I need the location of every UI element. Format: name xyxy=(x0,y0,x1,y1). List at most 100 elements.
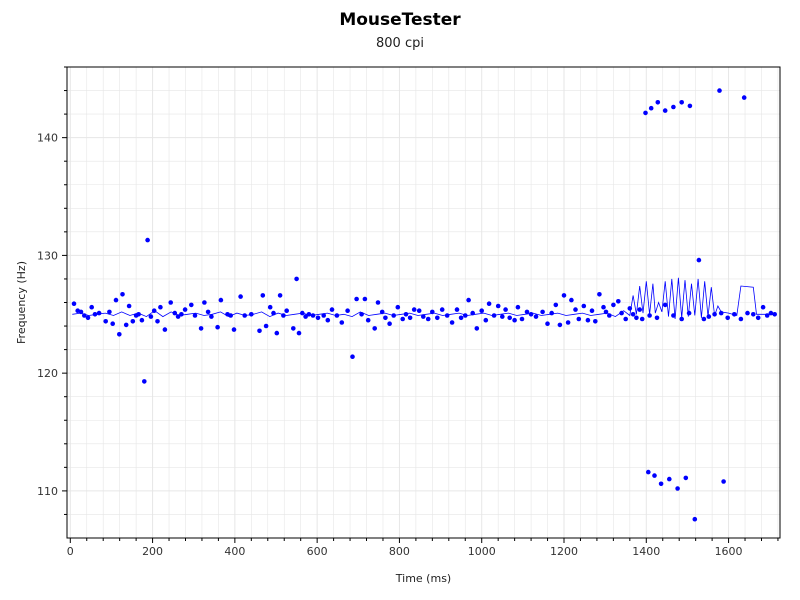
data-point xyxy=(198,326,204,331)
data-point xyxy=(281,313,286,318)
data-point xyxy=(458,315,464,321)
gridlines xyxy=(67,66,780,538)
data-point xyxy=(249,312,254,317)
data-point xyxy=(85,315,91,321)
data-point xyxy=(528,312,534,317)
data-point xyxy=(107,309,112,315)
data-point xyxy=(692,516,698,522)
data-point xyxy=(576,316,582,322)
x-axis: 0 200 400 600 800 1000 1200 1400 1600 xyxy=(67,538,779,558)
data-point xyxy=(400,316,406,322)
data-point xyxy=(675,486,680,491)
data-point xyxy=(507,315,512,321)
series-line-path xyxy=(72,277,776,320)
data-point xyxy=(686,310,692,316)
data-point xyxy=(654,315,660,321)
data-point xyxy=(738,316,744,322)
data-point xyxy=(267,304,273,310)
data-point xyxy=(671,104,676,110)
data-point xyxy=(519,316,525,322)
data-point xyxy=(325,317,331,323)
data-point xyxy=(486,301,492,307)
chart-subtitle: 800 cpi xyxy=(376,36,424,51)
data-point xyxy=(151,308,157,314)
data-point xyxy=(306,312,312,317)
data-point xyxy=(350,354,355,360)
data-point xyxy=(603,309,609,315)
data-point xyxy=(569,297,574,303)
data-point xyxy=(721,479,726,484)
data-point xyxy=(646,469,651,475)
data-point xyxy=(218,297,224,303)
data-point xyxy=(123,322,129,328)
x-tick-label: 1400 xyxy=(632,545,660,558)
data-point xyxy=(679,100,684,105)
data-point xyxy=(637,307,642,312)
data-point xyxy=(103,319,108,324)
data-point xyxy=(395,304,401,310)
y-tick-label: 130 xyxy=(37,249,58,262)
data-point xyxy=(110,321,115,327)
data-point xyxy=(683,475,689,481)
data-point xyxy=(175,314,181,319)
data-point xyxy=(545,321,550,327)
data-point xyxy=(425,316,431,322)
data-point xyxy=(701,316,707,322)
data-point xyxy=(339,320,345,325)
series-line xyxy=(72,277,776,320)
data-point xyxy=(764,313,770,318)
data-point xyxy=(643,110,648,116)
data-point xyxy=(359,312,364,317)
data-point xyxy=(581,303,587,309)
data-point xyxy=(751,312,756,317)
data-point xyxy=(411,307,417,312)
data-point xyxy=(718,310,724,316)
data-point xyxy=(491,313,497,318)
data-point xyxy=(772,312,777,317)
data-point xyxy=(585,317,591,323)
data-point xyxy=(416,308,422,314)
data-point xyxy=(454,307,460,312)
data-point xyxy=(126,303,132,309)
data-point xyxy=(231,327,237,332)
data-point xyxy=(439,307,445,312)
data-point xyxy=(120,292,125,297)
data-point xyxy=(274,330,280,336)
data-point xyxy=(466,297,471,303)
data-point xyxy=(503,307,508,312)
series-points xyxy=(71,88,777,522)
data-point xyxy=(89,304,94,310)
data-point xyxy=(647,313,652,318)
data-point xyxy=(611,302,616,308)
x-tick-label: 1000 xyxy=(468,545,496,558)
data-point xyxy=(512,317,517,323)
data-point xyxy=(760,304,766,310)
y-tick-label: 140 xyxy=(37,132,58,145)
data-point xyxy=(755,315,761,321)
data-point xyxy=(648,105,654,111)
data-point xyxy=(263,323,269,329)
data-point xyxy=(387,321,392,327)
data-point xyxy=(168,300,173,305)
chart-title: MouseTester xyxy=(339,10,461,30)
data-point xyxy=(130,319,136,324)
data-point xyxy=(444,313,450,318)
data-point xyxy=(634,315,639,321)
x-tick-label: 0 xyxy=(67,545,74,558)
data-point xyxy=(139,317,145,323)
data-point xyxy=(403,312,409,317)
data-point xyxy=(696,257,702,263)
data-point xyxy=(652,473,657,478)
data-point xyxy=(209,314,214,319)
x-tick-label: 200 xyxy=(142,545,163,558)
data-point xyxy=(345,308,350,314)
data-point xyxy=(732,312,737,317)
data-point xyxy=(619,310,624,316)
x-tick-label: 400 xyxy=(224,545,245,558)
data-point xyxy=(365,317,371,323)
data-point xyxy=(671,313,676,318)
x-tick-label: 1600 xyxy=(715,545,743,558)
data-point xyxy=(561,293,567,298)
data-point xyxy=(662,302,668,308)
data-point xyxy=(145,237,150,243)
